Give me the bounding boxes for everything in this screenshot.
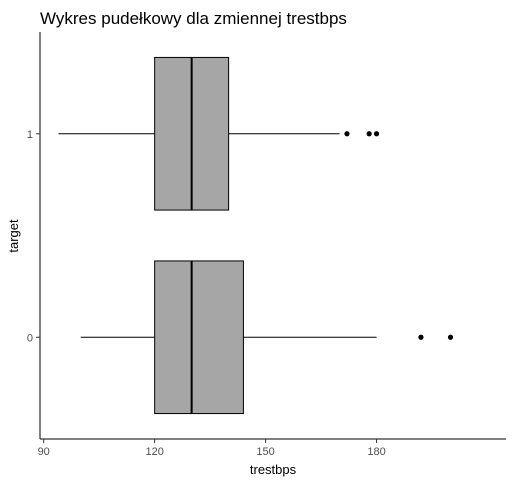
plot-area [58,56,454,415]
outlier-point [373,131,380,137]
x-tick-label: 90 [38,446,50,458]
iqr-box [154,260,244,415]
y-tick-label: 1 [27,129,33,141]
chart-title: Wykres pudełkowy dla zmiennej trestbps [40,9,347,28]
y-axis-ticks: 01 [27,129,40,344]
y-tick-label: 0 [27,332,33,344]
box-group-0 [80,260,454,415]
outlier-point [366,131,372,137]
box-group-1 [58,56,380,211]
x-tick-label: 120 [145,446,163,458]
outlier-point [344,131,350,137]
x-tick-label: 150 [256,446,274,458]
y-axis-title: target [6,219,21,253]
outlier-point [447,334,454,340]
x-axis-title: trestbps [250,462,297,477]
x-axis-ticks: 90 120 150 180 [38,439,386,458]
x-tick-label: 180 [367,446,385,458]
outlier-point [418,334,424,340]
